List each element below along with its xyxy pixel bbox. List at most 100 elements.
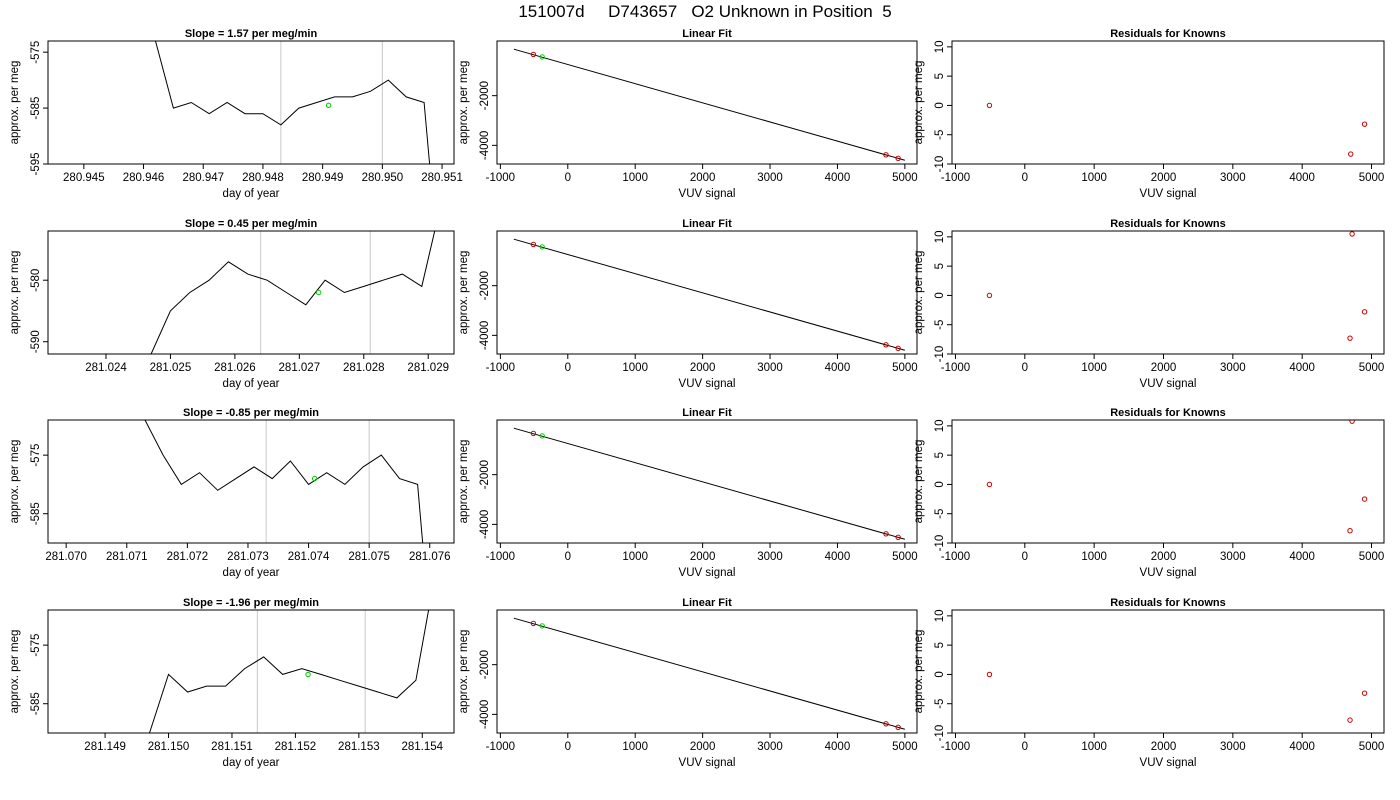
y-tick-label: 10 [934,609,946,622]
x-tick-label: 281.072 [167,551,209,563]
panel-title: Slope = -0.85 per meg/min [183,407,319,419]
y-axis-label: approx. per meg [458,251,470,335]
figure-title: 151007d D743657 O2 Unknown in Position 5 [518,2,891,21]
x-tick-label: 0 [1022,741,1028,753]
y-axis-label: approx. per meg [458,630,470,714]
known-point [1349,231,1355,237]
y-tick-label: -4000 [479,510,491,539]
plot-area [144,420,424,543]
x-tick-label: 280.947 [182,172,224,184]
known-point [1361,309,1368,315]
known-point [986,481,993,488]
x-tick-label: 281.070 [45,551,87,563]
plot-frame [951,230,1385,355]
plot-frame [47,40,455,165]
known-point [986,671,993,678]
known-point [883,721,889,727]
known-point [1361,121,1368,127]
x-tick-label: 281.075 [348,551,390,563]
plot-area [513,427,906,540]
y-tick-label: 10 [934,419,946,432]
x-axis-label: VUV signal [1140,188,1197,200]
known-point [530,430,537,437]
panel-r2c2: -1000 0 1000 2000 3000 4000 5000 10 5 0 -5 -10 Resid… [913,407,1385,579]
panel-title: Residuals for Knowns [1110,28,1226,40]
y-tick-label: -585 [30,502,42,525]
x-tick-label: -1000 [941,172,970,184]
x-tick-label: 5000 [892,551,918,563]
x-tick-label: 5000 [892,741,918,753]
x-tick-label: 281.154 [401,741,443,753]
x-axis-label: VUV signal [1140,378,1197,390]
panel-title: Linear Fit [682,407,732,419]
y-axis-label: approx. per meg [9,61,21,145]
plot-area [513,617,906,730]
fit-line [513,238,906,351]
panel-title: Residuals for Knowns [1110,218,1226,230]
y-tick-label: 5 [934,263,946,269]
panel-r0c0: 280.945 280.946 280.947 280.948 280.949 280.9… [9,28,463,200]
x-tick-label: 1000 [622,551,648,563]
x-tick-label: 4000 [825,172,851,184]
x-tick-label: 280.950 [362,172,404,184]
panel-title: Slope = 0.45 per meg/min [185,218,318,230]
panel-r2c1: -1000 0 1000 2000 3000 4000 5000 -2000 -4000 Line… [458,407,918,579]
plot-frame [47,230,455,355]
x-tick-label: 3000 [1220,362,1246,374]
x-tick-label: 3000 [1220,551,1246,563]
x-tick-label: -1000 [486,551,515,563]
x-tick-label: 0 [1022,362,1028,374]
plot-area [155,41,431,164]
unknown-point [315,289,322,296]
y-tick-label: 0 [934,292,946,298]
y-tick-label: -2000 [479,271,491,300]
panel-title: Linear Fit [682,28,732,40]
x-tick-label: -1000 [941,551,970,563]
x-tick-label: 280.951 [421,172,463,184]
y-tick-label: 0 [934,102,946,108]
x-tick-label: 2000 [690,741,716,753]
x-tick-label: 280.946 [123,172,165,184]
x-tick-label: 1000 [1081,551,1107,563]
x-tick-label: 5000 [1359,551,1385,563]
y-tick-label: -585 [30,692,42,715]
y-tick-label: -2000 [479,650,491,679]
x-tick-label: 1000 [622,362,648,374]
panel-title: Residuals for Knowns [1110,597,1226,609]
panel-r1c1: -1000 0 1000 2000 3000 4000 5000 -2000 -4000 Line… [458,218,918,390]
y-axis-label: approx. per meg [913,251,925,335]
x-tick-label: 281.151 [211,741,253,753]
x-axis-label: day of year [223,567,280,579]
y-tick-label: -5 [934,320,946,330]
known-point [895,534,901,540]
x-tick-label: 1000 [1081,362,1107,374]
x-tick-label: 280.948 [242,172,284,184]
y-tick-label: 0 [934,671,946,677]
y-axis-label: approx. per meg [458,61,470,145]
x-axis-label: day of year [223,757,280,769]
y-tick-label: 0 [934,481,946,487]
x-tick-label: 280.945 [63,172,105,184]
x-tick-label: 0 [1022,172,1028,184]
x-tick-label: 2000 [690,551,716,563]
x-tick-label: 281.150 [148,741,190,753]
x-tick-label: 0 [565,551,571,563]
plot-frame [951,609,1385,734]
x-tick-label: 281.029 [407,362,449,374]
x-axis-label: VUV signal [679,757,736,769]
x-axis-label: day of year [223,188,280,200]
known-point [530,241,537,248]
panel-title: Linear Fit [682,218,732,230]
y-tick-label: -4000 [479,321,491,350]
x-tick-label: 0 [565,362,571,374]
plot-frame [496,419,918,544]
plot-area [986,231,1368,341]
plot-area [986,671,1368,723]
panel-r1c2: -1000 0 1000 2000 3000 4000 5000 10 5 0 -5 -10 Resid… [913,218,1385,390]
y-tick-label: -5 [934,130,946,140]
x-tick-label: -1000 [486,741,515,753]
x-tick-label: 5000 [892,172,918,184]
x-axis-label: VUV signal [679,378,736,390]
unknown-point [539,54,545,60]
x-tick-label: 4000 [1289,551,1315,563]
